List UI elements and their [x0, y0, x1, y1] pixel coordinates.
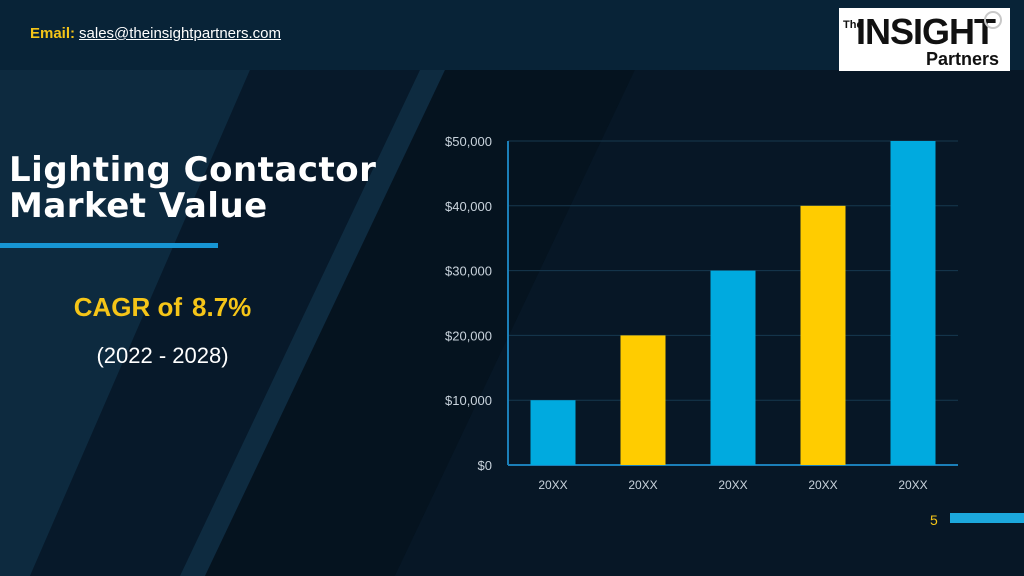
cagr-text: CAGR of 8.7% [0, 292, 325, 323]
y-tick-label: $30,000 [445, 264, 492, 279]
logo-main-text: INSIGHT [856, 11, 996, 52]
email-label: Email: [30, 25, 76, 42]
period-text: (2022 - 2028) [96, 343, 229, 368]
cagr-label: CAGR of [73, 292, 183, 322]
y-tick-label: $40,000 [445, 199, 492, 214]
title-underline [0, 243, 218, 248]
y-tick-label: $0 [478, 458, 492, 473]
company-logo[interactable]: The INSIGHT Partners [839, 8, 1010, 71]
bar [620, 335, 666, 465]
x-tick-label: 20XX [718, 478, 747, 492]
bar [800, 205, 846, 466]
logo-sub-text: Partners [926, 49, 1000, 69]
y-tick-label: $10,000 [445, 393, 492, 408]
page-number: 5 [930, 512, 938, 528]
x-tick-label: 20XX [808, 478, 837, 492]
logo-circle-icon [984, 11, 1002, 29]
bar [890, 141, 936, 465]
x-tick-label: 20XX [898, 478, 927, 492]
y-tick-label: $50,000 [445, 134, 492, 149]
y-tick-label: $20,000 [445, 328, 492, 343]
bar [710, 270, 756, 465]
slide-title: Lighting Contactor Market Value [9, 152, 376, 224]
cagr-value: 8.7% [192, 292, 252, 322]
contact-email: Email: sales@theinsightpartners.com [30, 25, 281, 42]
page-tab-accent [950, 513, 1024, 523]
bar [530, 400, 576, 465]
x-tick-label: 20XX [538, 478, 567, 492]
title-line-2: Market Value [9, 186, 268, 226]
email-link[interactable]: sales@theinsightpartners.com [79, 25, 282, 42]
title-line-1: Lighting Contactor [9, 150, 377, 190]
x-tick-label: 20XX [628, 478, 657, 492]
